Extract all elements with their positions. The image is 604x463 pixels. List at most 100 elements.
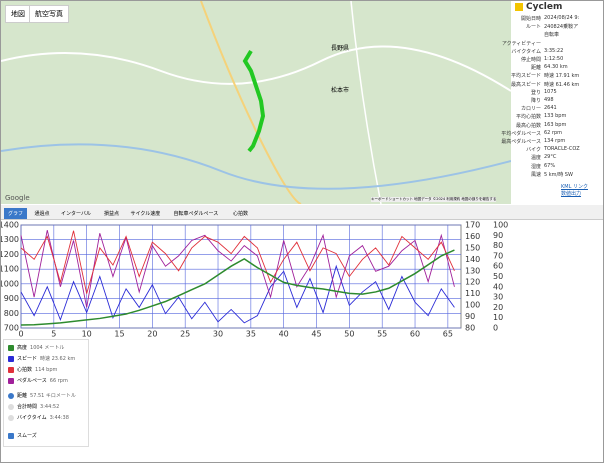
x-mode-value: 57.51 キロメートル (30, 393, 76, 399)
summary-row: 登り 1075 (511, 89, 603, 96)
map[interactable]: 地図 航空写真 長野県 松本市 Google キーボードショートカット 地図デー… (1, 1, 511, 204)
y3-tick-label: 30 (493, 293, 503, 302)
y3-tick-label: 90 (493, 231, 503, 240)
legend: 高度 1004 メートルスピード 時速 23.62 km 心拍数 114 bpm ペダルペ… (3, 339, 89, 447)
legend-value: 時速 23.62 km (40, 356, 76, 362)
x-mode-option[interactable]: 合計時間 3:44:52 (8, 403, 59, 412)
tab[interactable]: サイクル速度 (130, 211, 161, 217)
summary-key: 温度 (530, 155, 541, 162)
y3-tick-label: 70 (493, 251, 503, 260)
y-tick-label: 1200 (1, 250, 19, 259)
summary-row: 自転車 (511, 31, 603, 38)
y3-tick-label: 50 (493, 272, 503, 281)
legend-swatch (8, 366, 14, 373)
summary-row: 停止時間 1:12:50 (511, 56, 603, 63)
tab-bar: グラフ 通過点 インターバル 損益点 サイクル速度 自転車ペダルペース 心拍数 (1, 205, 603, 220)
legend-entry[interactable]: 高度 1004 メートル (8, 344, 64, 353)
radio (8, 414, 14, 421)
map-tab[interactable]: 航空写真 (29, 5, 69, 23)
summary-key: 登り (530, 89, 541, 96)
legend-name: ペダルペース (17, 378, 47, 384)
summary-key: 平均スピード (510, 73, 541, 80)
summary-row: 最高ペダルペース 134 rpm (501, 138, 603, 145)
tab[interactable]: 損益点 (104, 211, 120, 217)
summary-row: 最高スピード 時速 61.46 km (511, 81, 603, 88)
map-label: 松本市 (331, 87, 350, 94)
chart: 7008009001000110012001300140080901001101… (1, 221, 508, 339)
y2-tick-label: 80 (465, 324, 475, 333)
y-tick-label: 700 (4, 324, 19, 333)
summary-key: 停止時間 (520, 57, 541, 63)
x-tick-label: 65 (443, 330, 453, 339)
summary-row: 距離 64.30 km (511, 64, 603, 71)
summary-row: バイクタイム 3:35:22 (511, 48, 603, 55)
summary-key: カロリー (520, 106, 541, 113)
summary-link[interactable]: KML リンク (561, 184, 588, 190)
y-tick-label: 1400 (1, 221, 19, 230)
y3-tick-label: 0 (493, 324, 498, 333)
summary-row: 降り 498 (511, 97, 603, 104)
x-tick-label: 40 (279, 330, 289, 339)
summary-value: 1:12:50 (544, 56, 564, 62)
summary-value: 2024/08/24 9: (544, 15, 580, 21)
summary-value: 29°C (544, 154, 557, 161)
legend-entry[interactable]: 心拍数 114 bpm (8, 366, 57, 375)
summary-value: 2641 (544, 105, 557, 112)
legend-name: スピード (17, 356, 38, 362)
summary-row: ルート 240824乗鞍ア (511, 23, 603, 30)
summary-row: 最高心拍数 163 bpm (511, 122, 603, 129)
summary-value: 498 (544, 97, 554, 103)
summary-key: 最高心拍数 (515, 122, 541, 129)
summary-key: 開始日時 (520, 16, 541, 22)
x-mode-option[interactable]: バイクタイム 3:44:38 (8, 414, 69, 423)
summary-value: 134 rpm (544, 138, 566, 144)
legend-value: 66 rpm (49, 378, 68, 384)
x-mode-name: 距離 (17, 393, 28, 399)
y2-tick-label: 100 (465, 301, 480, 310)
x-mode-value: 3:44:52 (40, 404, 60, 410)
legend-entry[interactable]: ペダルペース 66 rpm (8, 377, 68, 386)
tab[interactable]: 自転車ペダルペース (173, 211, 219, 217)
x-mode-name: バイクタイム (17, 415, 47, 421)
legend-swatch (8, 377, 14, 384)
tab[interactable]: グラフ (4, 208, 28, 219)
legend-swatch (8, 344, 14, 351)
summary-value: 1075 (544, 88, 557, 95)
y2-tick-label: 160 (465, 232, 480, 241)
map-tab[interactable]: 地図 (5, 5, 31, 23)
tab[interactable]: 心拍数 (233, 211, 249, 217)
smooth-option[interactable]: スムーズ (8, 432, 37, 441)
y2-tick-label: 110 (465, 289, 480, 298)
x-tick-label: 10 (82, 330, 92, 339)
summary-value: 時速 61.46 km (544, 81, 580, 88)
summary-row: 平均スピード 時速 17.91 km (511, 72, 603, 79)
summary-value: 67% (544, 162, 556, 169)
x-tick-label: 5 (51, 330, 56, 339)
y2-tick-label: 90 (465, 312, 475, 321)
summary-key: 降り (530, 98, 541, 104)
summary-row: バイク TORACLE-COZ (511, 146, 603, 153)
y-tick-label: 1300 (1, 235, 19, 244)
tab[interactable]: 通過点 (34, 211, 50, 217)
tab[interactable]: インターバル (61, 211, 91, 217)
summary-value: 133 bpm (544, 113, 567, 120)
summary-row: アクティビティー (502, 40, 603, 47)
summary-value: 163 bpm (544, 121, 567, 128)
radio (8, 403, 14, 410)
series-line (20, 230, 455, 294)
x-tick-label: 45 (311, 330, 321, 339)
summary-value: 3:35:22 (544, 47, 564, 54)
x-tick-label: 15 (114, 330, 124, 339)
legend-entry[interactable]: スピード 時速 23.62 km (8, 355, 75, 364)
x-mode-option[interactable]: 距離 57.51 キロメートル (8, 392, 76, 401)
summary-key: アクティビティー (501, 40, 541, 47)
x-tick-label: 60 (410, 330, 420, 339)
summary-link[interactable]: 数値出力 (561, 191, 582, 197)
y-tick-label: 1100 (1, 265, 19, 274)
x-tick-label: 55 (377, 330, 387, 339)
y2-tick-label: 120 (465, 278, 480, 287)
legend-value: 1004 メートル (30, 345, 65, 351)
summary-title: Cyclem (526, 2, 563, 12)
y-tick-label: 800 (4, 309, 19, 318)
